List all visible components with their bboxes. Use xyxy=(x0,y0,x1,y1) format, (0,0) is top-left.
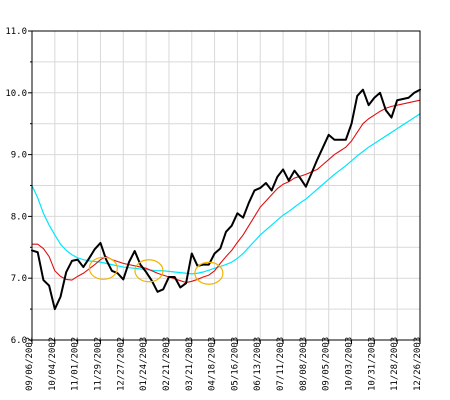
y-axis-tick-labels: 6.0 7.0 8.0 9.0 10.0 11.0 xyxy=(5,27,27,346)
x-tick-label: 10/04/2002 xyxy=(48,337,58,391)
short-moving-average-line xyxy=(31,99,421,284)
y-tick-label: 8.0 xyxy=(11,212,27,222)
x-tick-label: 07/11/2003 xyxy=(276,337,286,391)
x-axis-tick-labels: 09/06/2002 10/04/2002 11/01/2002 11/29/2002… xyxy=(25,337,423,391)
highlight-ellipse-2 xyxy=(134,259,164,283)
x-tick-label: 03/21/2003 xyxy=(185,337,195,391)
y-tick-label: 9.0 xyxy=(11,151,27,161)
x-tick-label: 11/29/2002 xyxy=(93,337,103,391)
x-tick-label: 11/28/2003 xyxy=(390,337,400,391)
y-tick-label: 10.0 xyxy=(5,89,27,99)
price-line xyxy=(31,88,421,311)
x-tick-label: 10/03/2003 xyxy=(345,337,355,391)
highlight-ellipses xyxy=(88,256,224,285)
y-tick-label: 7.0 xyxy=(11,274,27,284)
highlight-ellipse-3 xyxy=(194,261,224,285)
x-tick-label: 04/18/2003 xyxy=(208,337,218,391)
x-tick-label: 08/08/2003 xyxy=(299,337,309,391)
axes xyxy=(28,30,421,344)
x-tick-label: 10/31/2003 xyxy=(367,337,377,391)
long-moving-average-line xyxy=(31,113,421,275)
x-tick-label: 01/24/2003 xyxy=(139,337,149,391)
y-tick-label: 11.0 xyxy=(5,27,27,37)
x-tick-label: 09/06/2002 xyxy=(25,337,35,391)
x-tick-label: 02/21/2003 xyxy=(162,337,172,391)
highlight-ellipse-1 xyxy=(88,256,118,280)
x-tick-label: 09/05/2003 xyxy=(322,337,332,391)
x-tick-label: 12/26/2003 xyxy=(413,337,423,391)
plot-area xyxy=(31,88,421,311)
x-tick-label: 06/13/2003 xyxy=(253,337,263,391)
x-tick-label: 05/16/2003 xyxy=(230,337,240,391)
x-tick-label: 11/01/2002 xyxy=(71,337,81,391)
y-tick-label: 6.0 xyxy=(11,336,27,346)
x-tick-label: 12/27/2002 xyxy=(116,337,126,391)
